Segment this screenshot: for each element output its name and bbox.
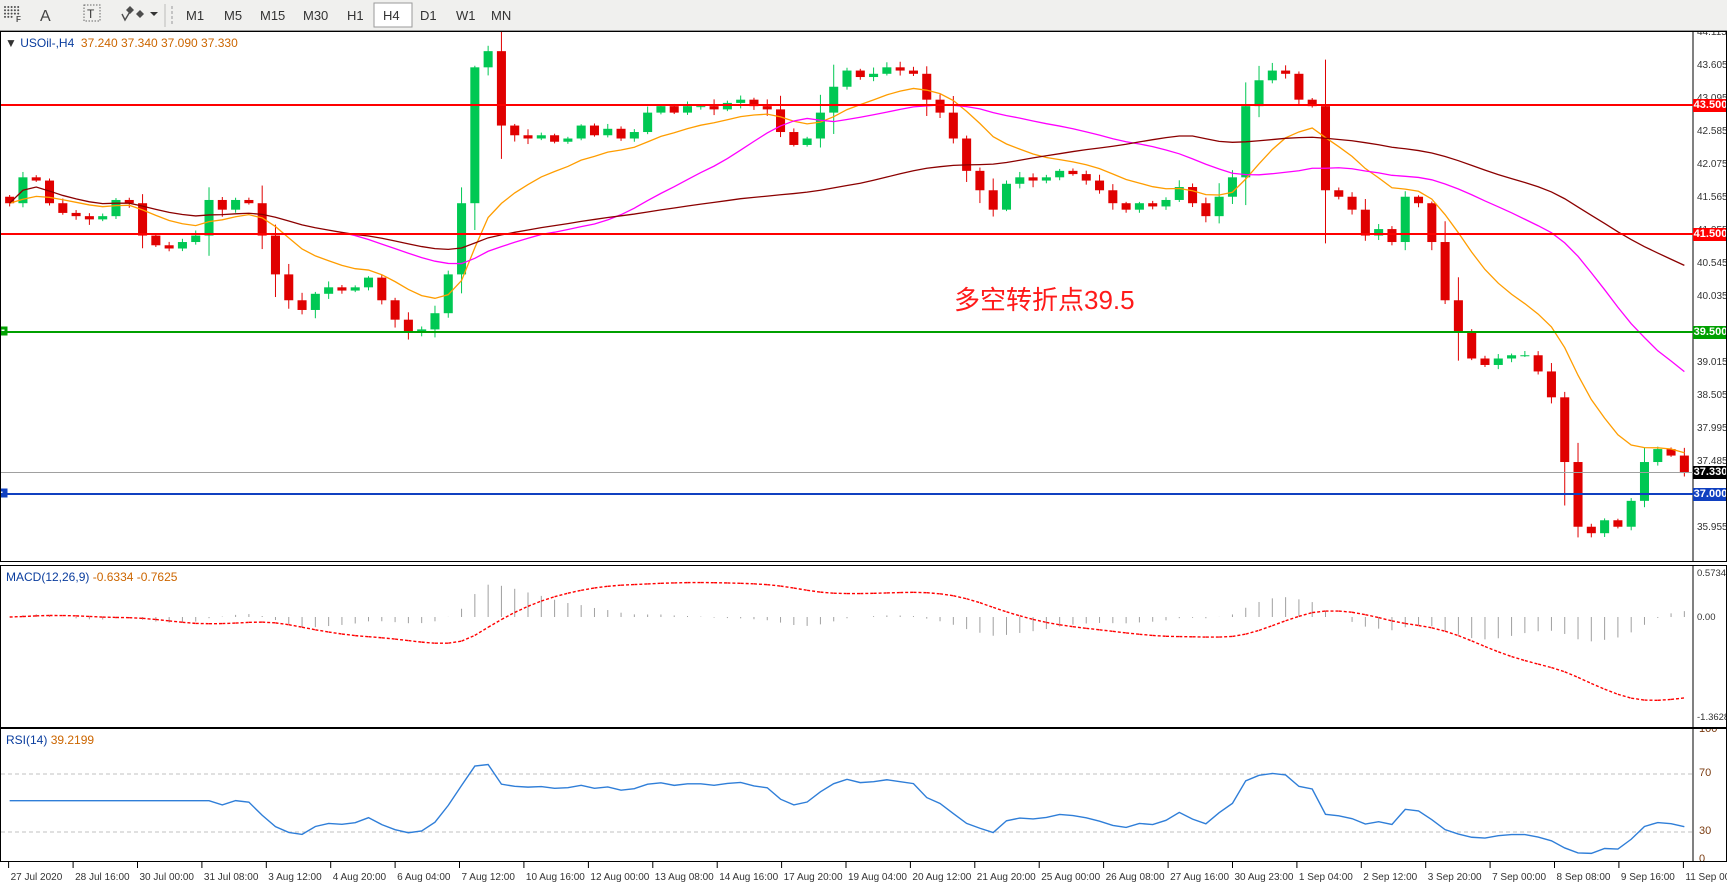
svg-text:M5: M5: [224, 8, 242, 23]
svg-text:MN: MN: [491, 8, 511, 23]
svg-text:M15: M15: [260, 8, 285, 23]
svg-text:W1: W1: [456, 8, 476, 23]
svg-text:D1: D1: [420, 8, 437, 23]
svg-text:A: A: [40, 8, 51, 25]
svg-text:T: T: [87, 7, 95, 21]
svg-text:M30: M30: [303, 8, 328, 23]
svg-text:F: F: [16, 15, 21, 24]
svg-text:H1: H1: [347, 8, 364, 23]
svg-text:H4: H4: [383, 8, 400, 23]
svg-text:M1: M1: [186, 8, 204, 23]
